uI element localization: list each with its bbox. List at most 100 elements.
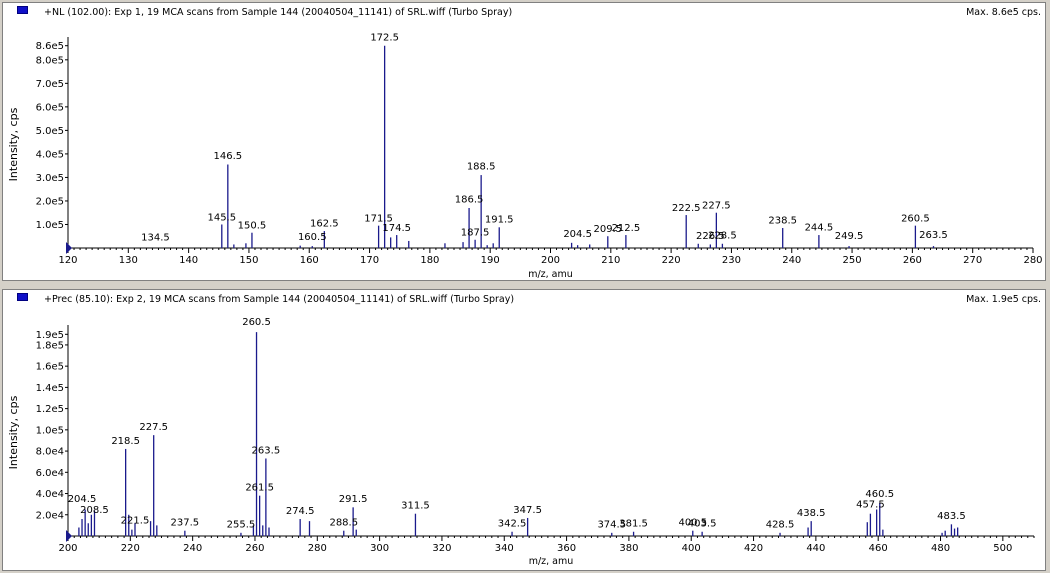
peak-label: 174.5 [382,223,411,234]
peak-label: 483.5 [937,511,966,522]
y-tick-label: 8.0e5 [36,55,64,66]
peak-label: 263.5 [252,445,281,456]
y-tick-label: 5.0e5 [36,126,64,137]
x-tick-label: 220 [121,543,140,554]
y-tick-label: 2.0e4 [36,510,64,521]
x-tick-label: 360 [557,543,576,554]
x-axis-title: m/z, amu [528,269,573,280]
peak-label: 146.5 [214,151,243,162]
peak-label: 347.5 [513,505,542,516]
peak-label: 186.5 [455,195,484,206]
x-tick-label: 320 [432,543,451,554]
y-tick-label: 1.9e5 [36,330,64,341]
x-tick-label: 240 [183,543,202,554]
peak-label: 403.5 [688,519,717,530]
y-tick-label: 8.6e5 [36,41,64,52]
peak-label: 381.5 [619,519,648,530]
pane-header: +Prec (85.10): Exp 2, 19 MCA scans from … [3,290,1045,308]
x-tick-label: 480 [931,543,950,554]
pane-title: +NL (102.00): Exp 1, 19 MCA scans from S… [44,7,513,18]
peak-label: 226.5 [696,231,725,242]
peak-label: 208.5 [80,505,109,516]
peak-label: 249.5 [835,231,864,242]
peak-label: 260.5 [242,317,271,328]
y-tick-label: 1.4e5 [36,383,64,394]
x-tick-label: 140 [179,255,198,266]
peak-label: 218.5 [111,436,140,447]
peak-label: 187.5 [461,228,490,239]
x-tick-label: 240 [782,255,801,266]
x-tick-label: 120 [58,255,77,266]
peak-label: 238.5 [768,215,797,226]
spectrum-plot-nl[interactable]: Intensity, cps 1.0e5 2.0e5 3.0e5 4.0e5 5.0e5 6… [3,3,1045,280]
x-tick-label: 150 [239,255,258,266]
y-axis-title: Intensity, cps [7,395,20,469]
x-tick-label: 300 [370,543,389,554]
x-tick-label: 420 [744,543,763,554]
max-intensity-label: Max. 8.6e5 cps. [966,7,1041,18]
x-tick-label: 230 [722,255,741,266]
spectrum-plot-prec[interactable]: Intensity, cps 2.0e4 4.0e4 6.0e4 8.0e4 1.0e5 1… [3,290,1045,570]
spectrum-pane-nl[interactable]: +NL (102.00): Exp 1, 19 MCA scans from S… [2,2,1046,281]
peak-label: 400.5 [678,518,707,529]
peak-label: 237.5 [171,518,200,529]
peak-label: 145.5 [207,212,236,223]
peak-label: 227.5 [702,201,731,212]
y-tick-label: 6.0e5 [36,102,64,113]
x-tick-label: 340 [495,543,514,554]
peak-label: 212.5 [612,223,641,234]
x-axis-title: m/z, amu [529,556,574,567]
peak-label: 171.5 [364,213,393,224]
x-tick-label: 270 [963,255,982,266]
origin-marker-icon [66,530,72,542]
peak-label: 191.5 [485,215,514,226]
peak-label: 260.5 [901,213,930,224]
peak-label: 457.5 [856,500,885,511]
x-tick-label: 260 [245,543,264,554]
peak-label: 274.5 [286,506,315,517]
x-tick-label: 190 [481,255,500,266]
y-tick-label: 2.0e5 [36,196,64,207]
peak-label: 460.5 [865,489,894,500]
peak-label: 172.5 [370,32,399,43]
peak-label: 228.5 [708,230,737,241]
peak-label: 288.5 [329,518,358,529]
x-tick-label: 220 [662,255,681,266]
peak-label: 204.5 [68,494,97,505]
pane-color-icon[interactable] [17,6,28,14]
spectrum-pane-prec[interactable]: +Prec (85.10): Exp 2, 19 MCA scans from … [2,289,1046,571]
pane-title: +Prec (85.10): Exp 2, 19 MCA scans from … [44,294,515,305]
y-tick-label: 4.0e4 [36,489,64,500]
x-tick-label: 500 [993,543,1012,554]
x-tick-label: 250 [843,255,862,266]
peak-label: 374.5 [597,520,626,531]
peak-label: 150.5 [238,221,267,232]
y-tick-label: 3.0e5 [36,173,64,184]
pane-color-icon[interactable] [17,293,28,301]
x-tick-label: 460 [869,543,888,554]
peak-label: 222.5 [672,203,701,214]
origin-marker-icon [66,242,72,254]
peak-label: 204.5 [563,229,592,240]
peak-label: 227.5 [139,422,168,433]
y-tick-label: 8.0e4 [36,447,64,458]
peak-label: 244.5 [805,222,834,233]
x-tick-label: 200 [541,255,560,266]
peak-label: 255.5 [227,520,256,531]
x-tick-label: 180 [420,255,439,266]
x-tick-label: 160 [300,255,319,266]
peak-label: 342.5 [498,519,527,530]
x-tick-label: 260 [903,255,922,266]
pane-header: +NL (102.00): Exp 1, 19 MCA scans from S… [3,3,1045,21]
peak-label: 438.5 [797,508,826,519]
y-tick-label: 1.0e5 [36,425,64,436]
x-tick-label: 280 [308,543,327,554]
x-tick-label: 400 [682,543,701,554]
peak-label: 428.5 [766,520,795,531]
y-tick-label: 7.0e5 [36,79,64,90]
peak-label: 134.5 [141,232,170,243]
peak-label: 160.5 [298,232,327,243]
x-tick-label: 440 [806,543,825,554]
x-tick-label: 130 [119,255,138,266]
x-tick-label: 380 [619,543,638,554]
